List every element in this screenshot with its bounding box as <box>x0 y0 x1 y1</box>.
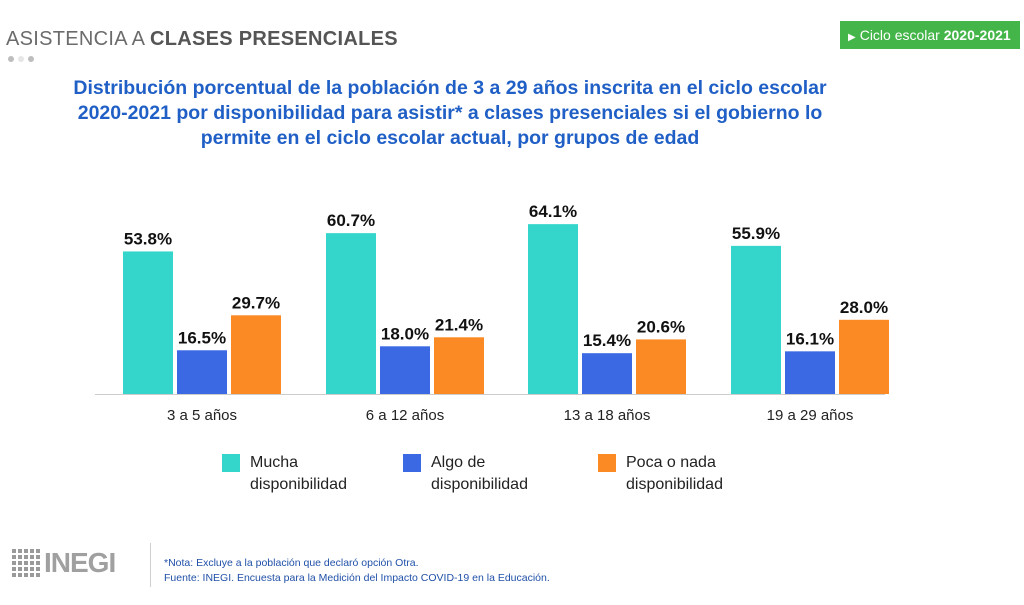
badge-year: 2020-2021 <box>943 27 1011 43</box>
footer-divider <box>150 543 151 587</box>
bar <box>636 339 686 394</box>
bar <box>731 245 781 394</box>
legend-label-line: disponibilidad <box>431 476 528 493</box>
chart-title-line: 2020-2021 por disponibilidad para asisti… <box>77 102 823 124</box>
bar-data-label: 64.1% <box>529 202 577 221</box>
footer-notes: *Nota: Excluye a la población que declar… <box>164 556 550 586</box>
page-header-title: ASISTENCIA A CLASES PRESENCIALES <box>6 28 398 51</box>
logo-grid-icon <box>12 549 40 577</box>
bar <box>326 233 376 394</box>
legend-label-line: disponibilidad <box>626 476 723 493</box>
bar-data-label: 16.1% <box>786 329 834 348</box>
bar-data-label: 55.9% <box>732 224 780 243</box>
legend-swatch <box>598 454 616 472</box>
bar <box>582 353 632 394</box>
bar-data-label: 15.4% <box>583 331 631 350</box>
legend-item: Algo de disponibilidad <box>403 452 528 496</box>
bar-data-label: 18.0% <box>381 324 429 343</box>
legend-swatch <box>403 454 421 472</box>
x-tick-label: 19 a 29 años <box>767 407 854 424</box>
bar-data-label: 29.7% <box>232 293 280 312</box>
chart-title-line: Distribución porcentual de la población … <box>73 77 827 99</box>
bar <box>528 224 578 394</box>
x-tick-label: 13 a 18 años <box>564 407 651 424</box>
badge-label: Ciclo escolar <box>859 27 940 43</box>
legend-item: Mucha disponibilidad <box>222 452 347 496</box>
bar <box>380 346 430 394</box>
legend-label-line: Algo de <box>431 454 486 471</box>
bar <box>177 350 227 394</box>
footer-note: *Nota: Excluye a la población que declar… <box>164 557 419 569</box>
bar-chart: 53.8% 16.5% 29.7% 3 a 5 años 60.7% 18.0% 21.4%… <box>95 202 889 424</box>
legend-label: Algo de disponibilidad <box>431 452 528 496</box>
x-tick-label: 3 a 5 años <box>167 407 237 424</box>
bar <box>839 319 889 394</box>
x-tick-label: 6 a 12 años <box>366 407 444 424</box>
bar-data-label: 20.6% <box>637 317 685 336</box>
legend-label-line: Poca o nada <box>626 454 716 471</box>
bar-data-label: 28.0% <box>840 298 888 317</box>
logo-text: INEGI <box>44 547 116 578</box>
legend-label: Mucha disponibilidad <box>250 452 347 496</box>
pagination-dot <box>28 56 34 62</box>
bar-data-label: 21.4% <box>435 315 483 334</box>
play-triangle-icon: ▶ <box>848 32 856 43</box>
bar <box>231 315 281 394</box>
pagination-dots <box>8 56 34 62</box>
school-year-badge: ▶ Ciclo escolar 2020-2021 <box>840 21 1020 49</box>
header-title-plain: ASISTENCIA A <box>6 28 145 50</box>
pagination-dot <box>18 56 24 62</box>
bar-data-label: 16.5% <box>178 328 226 347</box>
chart-title-line: permite en el ciclo escolar actual, por … <box>200 127 700 149</box>
legend-label-line: disponibilidad <box>250 476 347 493</box>
bar <box>123 251 173 394</box>
chart-title: Distribución porcentual de la población … <box>0 76 900 151</box>
bar <box>785 351 835 394</box>
legend-item: Poca o nada disponibilidad <box>598 452 723 496</box>
bar-data-label: 60.7% <box>327 211 375 230</box>
header-title-bold: CLASES PRESENCIALES <box>149 28 398 50</box>
footer-source: Fuente: INEGI. Encuesta para la Medición… <box>164 572 550 584</box>
legend-label-line: Mucha <box>250 454 299 471</box>
legend-swatch <box>222 454 240 472</box>
pagination-dot <box>8 56 14 62</box>
bar-data-label: 53.8% <box>124 229 172 248</box>
bar <box>434 337 484 394</box>
inegi-logo: INEGI <box>12 547 116 579</box>
legend-label: Poca o nada disponibilidad <box>626 452 723 496</box>
